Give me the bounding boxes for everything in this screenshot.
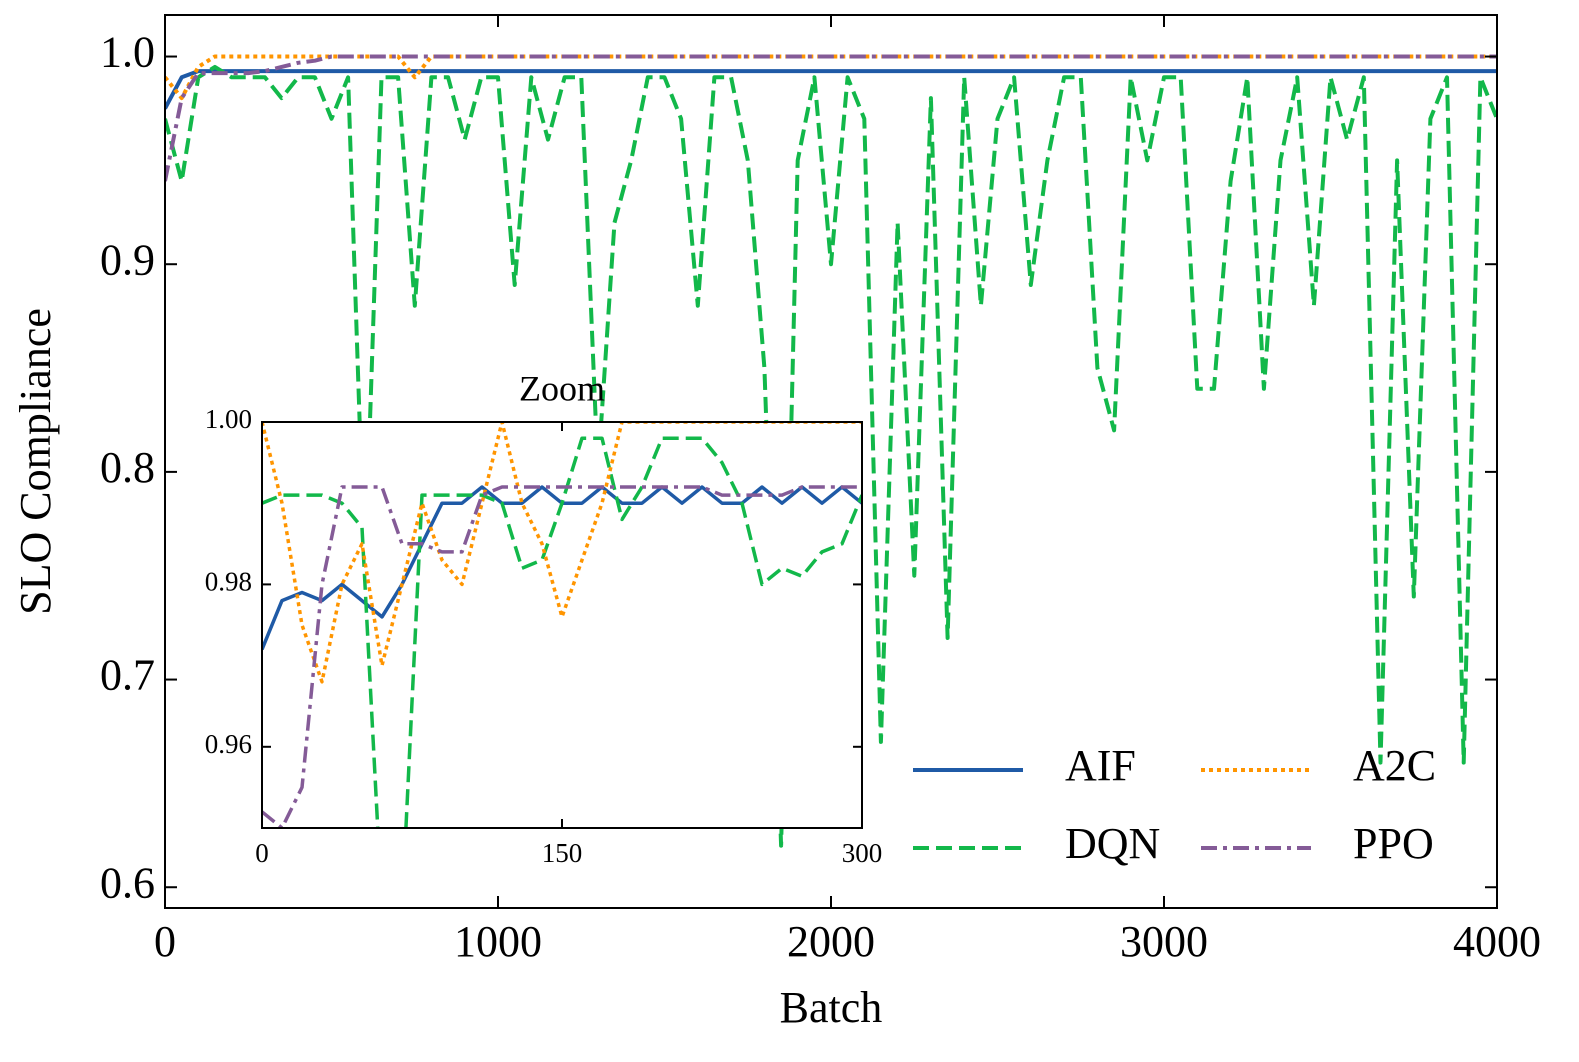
y-tick-label: 0.8 [100,443,155,492]
x-tick-label: 0 [255,838,269,868]
x-tick-label: 1000 [454,917,542,966]
inset-plot: 0 150 300 0.96 0.98 1.00 Zoom [205,368,883,868]
legend-label: A2C [1353,741,1436,790]
inset-title: Zoom [519,368,605,408]
y-tick-label: 0.9 [100,235,155,284]
series-line [262,485,862,828]
series-line [165,64,1497,848]
x-tick-label: 150 [542,838,583,868]
legend-label: DQN [1065,819,1160,868]
x-tick-label: 0 [154,917,176,966]
y-tick-label: 0.98 [205,567,252,597]
x-tick-label: 2000 [787,917,875,966]
y-tick-label: 1.0 [100,28,155,77]
legend-label: PPO [1353,819,1434,868]
series-line [262,436,862,828]
x-tick-label: 3000 [1120,917,1208,966]
x-tick-label: 300 [842,838,883,868]
plot-background [262,422,862,828]
y-tick-label: 1.00 [205,404,252,434]
lines [262,422,862,828]
legend-label: AIF [1065,741,1136,790]
series-line [165,69,1497,110]
series-line [165,54,1497,182]
y-tick-label: 0.7 [100,651,155,700]
x-tick-label: 4000 [1453,917,1541,966]
y-axis-label: SLO Compliance [11,308,60,615]
x-axis-label: Batch [780,983,883,1032]
y-tick-label: 0.6 [100,858,155,907]
series-line [262,422,862,684]
lines [165,54,1497,848]
y-tick-label: 0.96 [205,729,252,759]
